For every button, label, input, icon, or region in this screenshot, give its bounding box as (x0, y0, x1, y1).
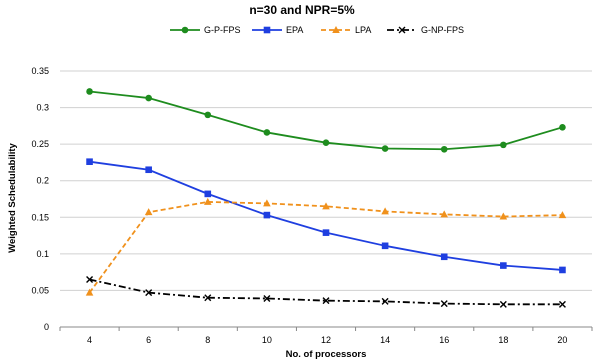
data-point-lpa (381, 207, 389, 215)
data-point-lpa (499, 212, 508, 220)
legend-marker (263, 26, 271, 34)
series-g-np-fps (86, 275, 566, 308)
legend-marker (398, 26, 406, 34)
data-point-g-np-fps (145, 289, 153, 297)
data-point-g-p-fps (145, 94, 152, 102)
legend-item-lpa: LPA (321, 25, 371, 35)
data-point-epa (381, 242, 389, 250)
x-tick-label: 8 (205, 335, 210, 345)
data-point-lpa (322, 202, 330, 210)
data-point-g-p-fps (322, 139, 330, 146)
x-tick-label: 16 (439, 335, 449, 345)
data-point-lpa (558, 211, 567, 219)
y-tick-label: 0 (44, 322, 49, 332)
data-point-lpa (203, 197, 212, 205)
data-point-g-p-fps (86, 88, 93, 95)
series-line-g-np-fps (89, 278, 563, 306)
data-point-lpa (85, 288, 94, 296)
data-point-epa (204, 190, 212, 198)
data-point-g-p-fps (204, 111, 212, 119)
gridlines (60, 70, 592, 291)
x-tick-label: 14 (380, 335, 390, 345)
legend-label: G-P-FPS (204, 25, 241, 35)
data-point-g-np-fps (322, 297, 330, 305)
legend: G-P-FPS EPA LPA G-NP-FPS (170, 25, 464, 35)
series-epa (86, 158, 566, 274)
x-tick-label: 10 (262, 335, 272, 345)
y-axis-label: Weighted Schedulability (7, 142, 18, 252)
data-point-g-p-fps (440, 145, 448, 153)
data-point-g-np-fps (204, 294, 212, 302)
y-tick-label: 0.2 (36, 176, 49, 186)
data-point-g-np-fps (86, 275, 94, 283)
y-tick-label: 0.3 (36, 103, 49, 113)
x-tick-label: 20 (557, 335, 567, 345)
data-point-lpa (263, 199, 271, 207)
data-point-epa (500, 262, 507, 269)
data-point-epa (263, 211, 271, 219)
y-tick-label: 0.35 (31, 66, 49, 76)
data-point-g-np-fps (263, 294, 271, 302)
data-point-g-np-fps (381, 297, 389, 305)
y-tick-label: 0.05 (31, 285, 49, 295)
data-point-epa (440, 253, 448, 261)
legend-label: G-NP-FPS (421, 25, 464, 35)
y-tick-label: 0.25 (31, 139, 49, 149)
legend-item-g-p-fps: G-P-FPS (170, 25, 241, 35)
x-tick-label: 6 (146, 335, 151, 345)
data-point-g-np-fps (558, 300, 566, 308)
series-line-lpa (88, 201, 563, 294)
data-point-epa (322, 229, 330, 236)
chart-title: n=30 and NPR=5% (249, 3, 355, 17)
x-tick-label: 18 (498, 335, 508, 345)
series-group (85, 88, 567, 308)
legend-marker (181, 26, 189, 34)
y-tick-label: 0.1 (36, 249, 49, 259)
series-g-p-fps (86, 88, 566, 153)
data-point-lpa (144, 208, 153, 216)
x-tick-label: 12 (321, 335, 331, 345)
data-point-epa (145, 166, 152, 174)
data-point-g-np-fps (499, 300, 507, 308)
y-tick-labels: 0 0.05 0.1 0.15 0.2 0.25 0.3 0.35 (31, 66, 49, 332)
data-point-g-p-fps (381, 145, 389, 152)
legend-marker (332, 26, 340, 33)
data-point-epa (86, 158, 93, 165)
series-lpa (85, 197, 567, 296)
x-tick-labels: 4 6 8 10 12 14 16 18 20 (59, 327, 593, 345)
legend-label: LPA (355, 25, 371, 35)
y-tick-label: 0.15 (31, 212, 49, 222)
legend-item-g-np-fps: G-NP-FPS (387, 25, 464, 35)
legend-label: EPA (286, 25, 303, 35)
data-point-g-p-fps (559, 124, 566, 131)
data-point-epa (559, 266, 566, 274)
data-point-g-np-fps (440, 300, 448, 308)
x-axis-label: No. of processors (286, 349, 367, 360)
legend-item-epa: EPA (252, 25, 303, 35)
data-point-g-p-fps (263, 129, 271, 136)
data-point-lpa (440, 210, 449, 218)
x-tick-label: 4 (87, 335, 92, 345)
data-point-g-p-fps (500, 141, 507, 149)
